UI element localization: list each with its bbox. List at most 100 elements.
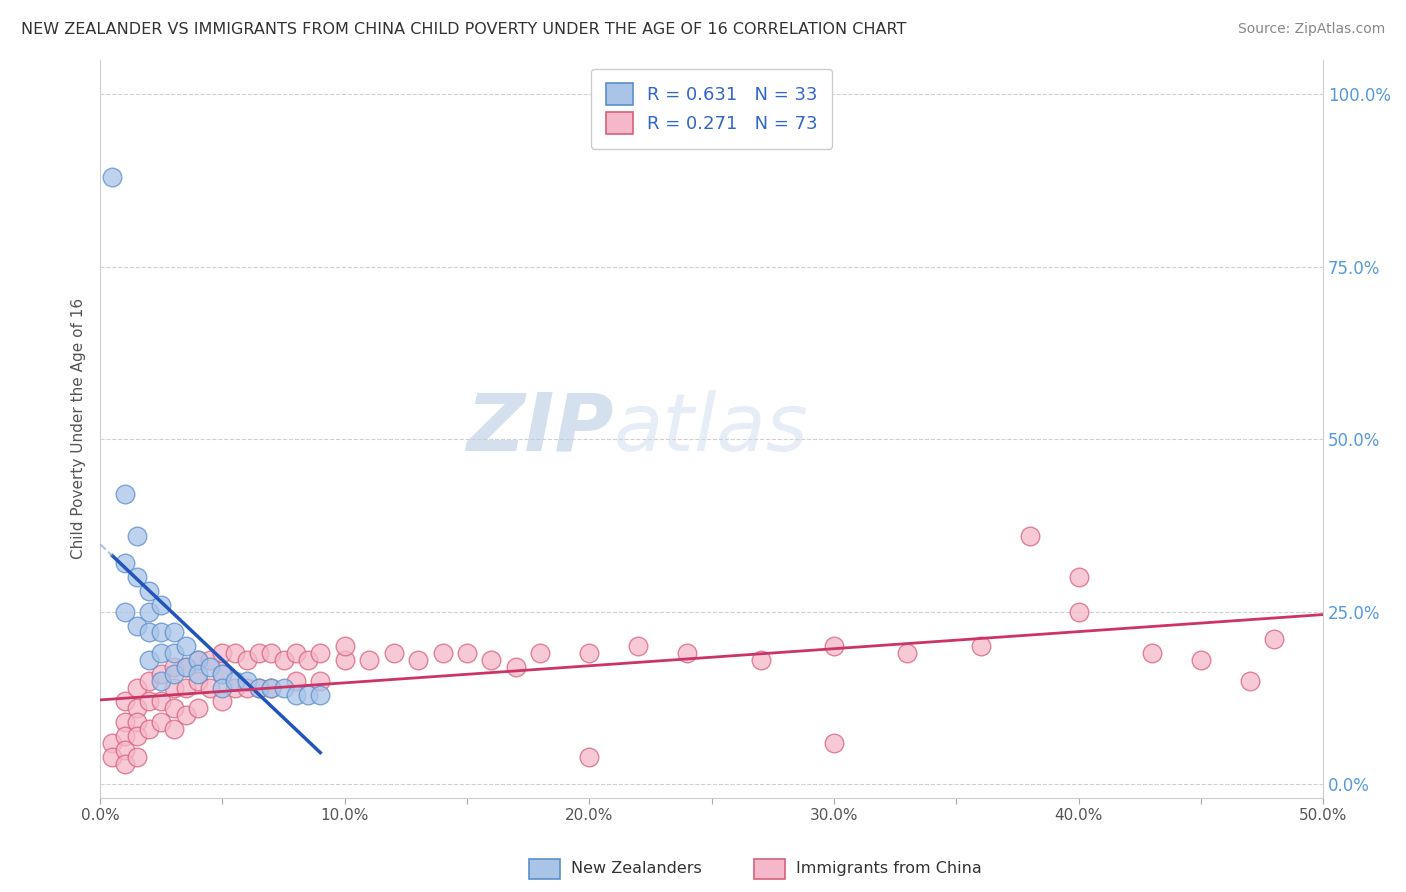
Point — [211, 646, 233, 660]
Point — [150, 666, 173, 681]
Text: Immigrants from China: Immigrants from China — [796, 862, 981, 876]
Point — [333, 639, 356, 653]
Point — [101, 749, 124, 764]
Point — [1263, 632, 1285, 647]
Point — [247, 681, 270, 695]
Point — [150, 625, 173, 640]
Point — [138, 653, 160, 667]
Point — [187, 701, 209, 715]
Point — [896, 646, 918, 660]
Point — [114, 694, 136, 708]
Point — [273, 681, 295, 695]
Point — [162, 646, 184, 660]
Point — [138, 694, 160, 708]
Point — [114, 729, 136, 743]
Point — [138, 605, 160, 619]
Point — [174, 708, 197, 723]
Point — [297, 653, 319, 667]
Point — [150, 694, 173, 708]
Point — [150, 598, 173, 612]
Point — [432, 646, 454, 660]
Point — [224, 673, 246, 688]
Point — [247, 646, 270, 660]
Point — [162, 666, 184, 681]
Point — [481, 653, 503, 667]
Point — [1189, 653, 1212, 667]
Point — [1067, 570, 1090, 584]
Point — [676, 646, 699, 660]
Point — [823, 736, 845, 750]
Point — [125, 529, 148, 543]
Point — [138, 722, 160, 736]
Point — [200, 681, 222, 695]
Point — [187, 673, 209, 688]
Point — [224, 646, 246, 660]
Point — [236, 653, 259, 667]
Point — [578, 646, 600, 660]
Point — [114, 487, 136, 501]
Point — [114, 605, 136, 619]
Legend: R = 0.631   N = 33, R = 0.271   N = 73: R = 0.631 N = 33, R = 0.271 N = 73 — [591, 69, 832, 149]
Point — [187, 653, 209, 667]
Point — [284, 688, 307, 702]
Point — [211, 681, 233, 695]
Point — [125, 729, 148, 743]
Point — [260, 681, 283, 695]
Point — [150, 673, 173, 688]
Text: New Zealanders: New Zealanders — [571, 862, 702, 876]
Point — [125, 749, 148, 764]
Point — [211, 666, 233, 681]
Point — [529, 646, 551, 660]
Point — [273, 653, 295, 667]
Point — [162, 625, 184, 640]
Point — [970, 639, 993, 653]
Point — [125, 701, 148, 715]
Point — [284, 646, 307, 660]
Text: ZIP: ZIP — [467, 390, 614, 467]
Point — [162, 660, 184, 674]
Point — [138, 584, 160, 599]
Point — [174, 660, 197, 674]
Point — [382, 646, 405, 660]
Point — [138, 625, 160, 640]
Point — [114, 715, 136, 730]
Point — [1067, 605, 1090, 619]
Point — [247, 681, 270, 695]
Point — [211, 666, 233, 681]
Point — [284, 673, 307, 688]
Point — [224, 681, 246, 695]
Point — [406, 653, 429, 667]
Point — [456, 646, 478, 660]
Point — [309, 673, 332, 688]
Point — [1018, 529, 1040, 543]
Point — [114, 756, 136, 771]
Point — [125, 715, 148, 730]
Point — [162, 722, 184, 736]
Point — [187, 653, 209, 667]
Point — [1140, 646, 1163, 660]
Point — [174, 639, 197, 653]
Point — [749, 653, 772, 667]
Point — [1239, 673, 1261, 688]
Point — [174, 660, 197, 674]
Point — [359, 653, 381, 667]
Point — [162, 681, 184, 695]
Y-axis label: Child Poverty Under the Age of 16: Child Poverty Under the Age of 16 — [72, 298, 86, 559]
Point — [114, 743, 136, 757]
Point — [236, 673, 259, 688]
Point — [125, 570, 148, 584]
Point — [505, 660, 527, 674]
Point — [125, 681, 148, 695]
Point — [823, 639, 845, 653]
Point — [309, 646, 332, 660]
Text: Source: ZipAtlas.com: Source: ZipAtlas.com — [1237, 22, 1385, 37]
Point — [309, 688, 332, 702]
Point — [297, 688, 319, 702]
Point — [260, 646, 283, 660]
Point — [187, 666, 209, 681]
Point — [114, 557, 136, 571]
Point — [200, 660, 222, 674]
Point — [578, 749, 600, 764]
Point — [162, 701, 184, 715]
Point — [101, 736, 124, 750]
